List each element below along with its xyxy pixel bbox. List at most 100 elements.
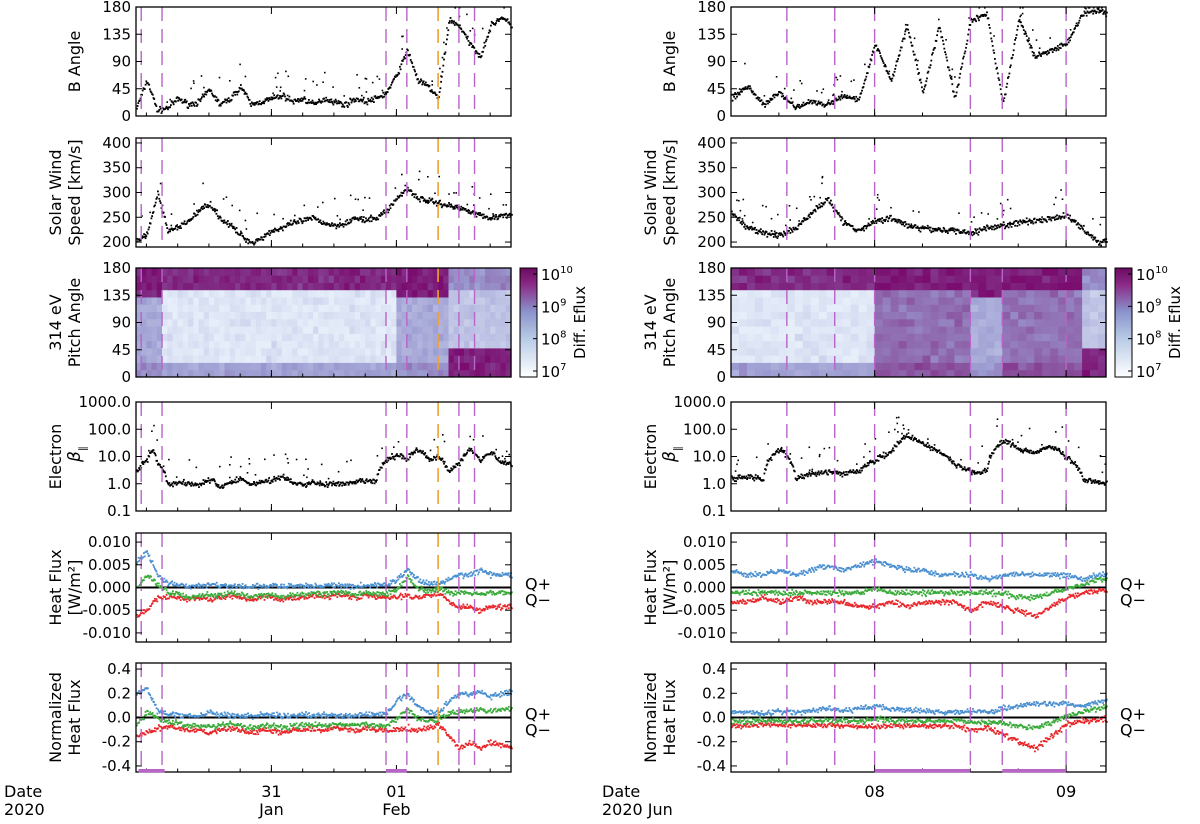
data-point: [179, 593, 182, 595]
data-point: [258, 585, 260, 588]
data-point: [136, 237, 138, 240]
data-point: [234, 716, 237, 719]
data-point: [456, 23, 459, 26]
data-point: [151, 215, 153, 217]
data-point: [334, 482, 337, 485]
data-point: [427, 591, 429, 594]
heatmap-cell: [146, 355, 153, 363]
data-point: [377, 714, 380, 717]
heatmap-cell: [427, 362, 434, 371]
data-point: [505, 608, 508, 611]
data-point: [203, 480, 206, 483]
heatmap-cell: [276, 369, 283, 378]
heatmap-cell: [287, 304, 293, 312]
data-point: [254, 241, 257, 244]
heatmap-cell: [193, 297, 200, 305]
heatmap-cell: [453, 369, 460, 378]
data-point: [402, 694, 404, 697]
data-point: [489, 577, 492, 579]
data-point: [168, 713, 171, 716]
data-point: [377, 218, 380, 221]
heatmap-cell: [229, 311, 236, 320]
heatmap-cell: [375, 326, 382, 334]
data-point: [451, 20, 454, 23]
data-point: [430, 581, 433, 584]
data-point: [373, 594, 375, 597]
data-point: [166, 581, 169, 584]
spike-point: [151, 430, 153, 432]
data-point: [478, 690, 481, 693]
data-point: [274, 479, 277, 482]
data-point: [484, 608, 487, 610]
y-axis-title: Heat Flux: [46, 549, 65, 625]
heatmap-cell: [344, 347, 351, 356]
data-point: [187, 586, 190, 588]
heatmap-cell: [229, 326, 236, 334]
data-point: [236, 586, 238, 588]
data-point: [381, 596, 383, 599]
data-point: [453, 592, 455, 595]
data-point: [313, 217, 316, 220]
data-point: [245, 241, 247, 243]
data-point: [359, 585, 361, 588]
data-point: [370, 481, 372, 484]
data-point: [217, 592, 220, 595]
data-point: [443, 582, 446, 585]
data-point: [381, 591, 384, 594]
data-point: [242, 235, 244, 238]
heatmap-cell: [151, 304, 158, 312]
heatmap-cell: [162, 362, 168, 371]
heatmap-cell: [427, 369, 434, 378]
data-point: [449, 603, 452, 606]
data-point: [500, 462, 503, 465]
data-point: [395, 590, 397, 593]
data-point: [344, 714, 346, 717]
heatmap-cell: [136, 311, 142, 320]
heatmap-cell: [146, 275, 153, 283]
data-point: [157, 710, 160, 713]
data-point: [139, 584, 141, 586]
heatmap-cell: [448, 326, 455, 334]
data-point: [493, 694, 495, 697]
data-point: [279, 600, 282, 603]
heatmap-cell: [349, 304, 356, 312]
heatmap-cell: [422, 289, 429, 298]
data-point: [416, 448, 419, 451]
data-point: [407, 186, 409, 189]
data-point: [478, 214, 481, 216]
data-point: [388, 709, 390, 712]
spike-point: [505, 204, 507, 206]
heatmap-cell: [172, 340, 179, 349]
data-point: [372, 218, 375, 220]
data-point: [215, 595, 217, 598]
data-point: [463, 453, 466, 456]
heatmap-cell: [245, 304, 252, 312]
data-point: [428, 712, 430, 715]
heatmap-cell: [380, 268, 387, 276]
data-point: [419, 578, 422, 581]
data-point: [337, 224, 340, 226]
heatmap-cell: [198, 318, 205, 327]
heatmap-cell: [323, 275, 330, 283]
data-point: [356, 599, 358, 601]
heatmap-cell: [287, 362, 293, 371]
data-point: [323, 97, 325, 100]
data-point: [490, 20, 493, 23]
data-point: [157, 463, 159, 466]
spike-point: [277, 72, 279, 75]
data-point: [423, 198, 426, 201]
data-point: [279, 227, 281, 230]
heatmap-cell: [208, 355, 215, 363]
data-point: [477, 213, 479, 215]
data-point: [352, 714, 354, 717]
data-point: [211, 92, 213, 95]
data-point: [486, 572, 489, 574]
heatmap-cell: [146, 268, 153, 276]
heatmap-cell: [427, 297, 434, 305]
heatmap-cell: [349, 333, 356, 342]
heatmap-cell: [141, 333, 147, 342]
data-point: [236, 596, 238, 599]
heatmap-cell: [266, 347, 272, 356]
heatmap-cell: [287, 297, 293, 305]
